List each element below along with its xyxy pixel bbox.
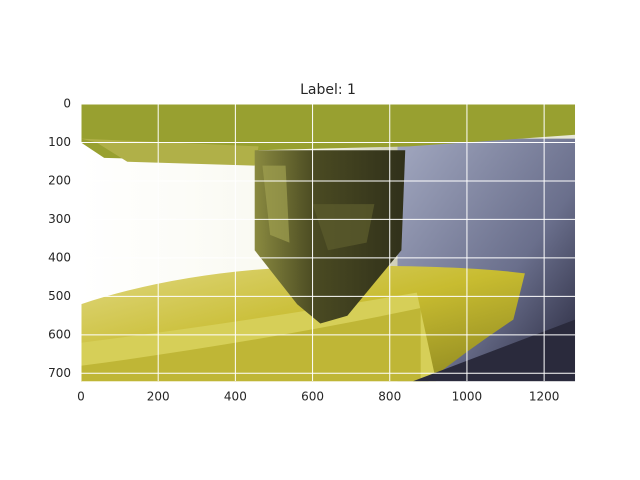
x-tick-label: 800 bbox=[378, 390, 401, 404]
y-tick-label: 400 bbox=[48, 250, 71, 264]
chart-title: Label: 1 bbox=[300, 82, 356, 98]
x-tick-label: 400 bbox=[224, 390, 247, 404]
x-tick-label: 1000 bbox=[452, 390, 483, 404]
y-tick-label: 300 bbox=[48, 212, 71, 226]
y-tick-label: 600 bbox=[48, 327, 71, 341]
x-tick-label: 200 bbox=[147, 390, 170, 404]
x-tick-label: 1200 bbox=[529, 390, 560, 404]
y-tick-label: 500 bbox=[48, 289, 71, 303]
y-tick-label: 700 bbox=[48, 366, 71, 380]
x-tick-label: 0 bbox=[77, 390, 85, 404]
photo bbox=[81, 104, 576, 382]
y-tick-label: 200 bbox=[48, 173, 71, 187]
y-tick-label: 100 bbox=[48, 135, 71, 149]
x-tick-label: 600 bbox=[301, 390, 324, 404]
y-tick-label: 0 bbox=[63, 97, 71, 111]
